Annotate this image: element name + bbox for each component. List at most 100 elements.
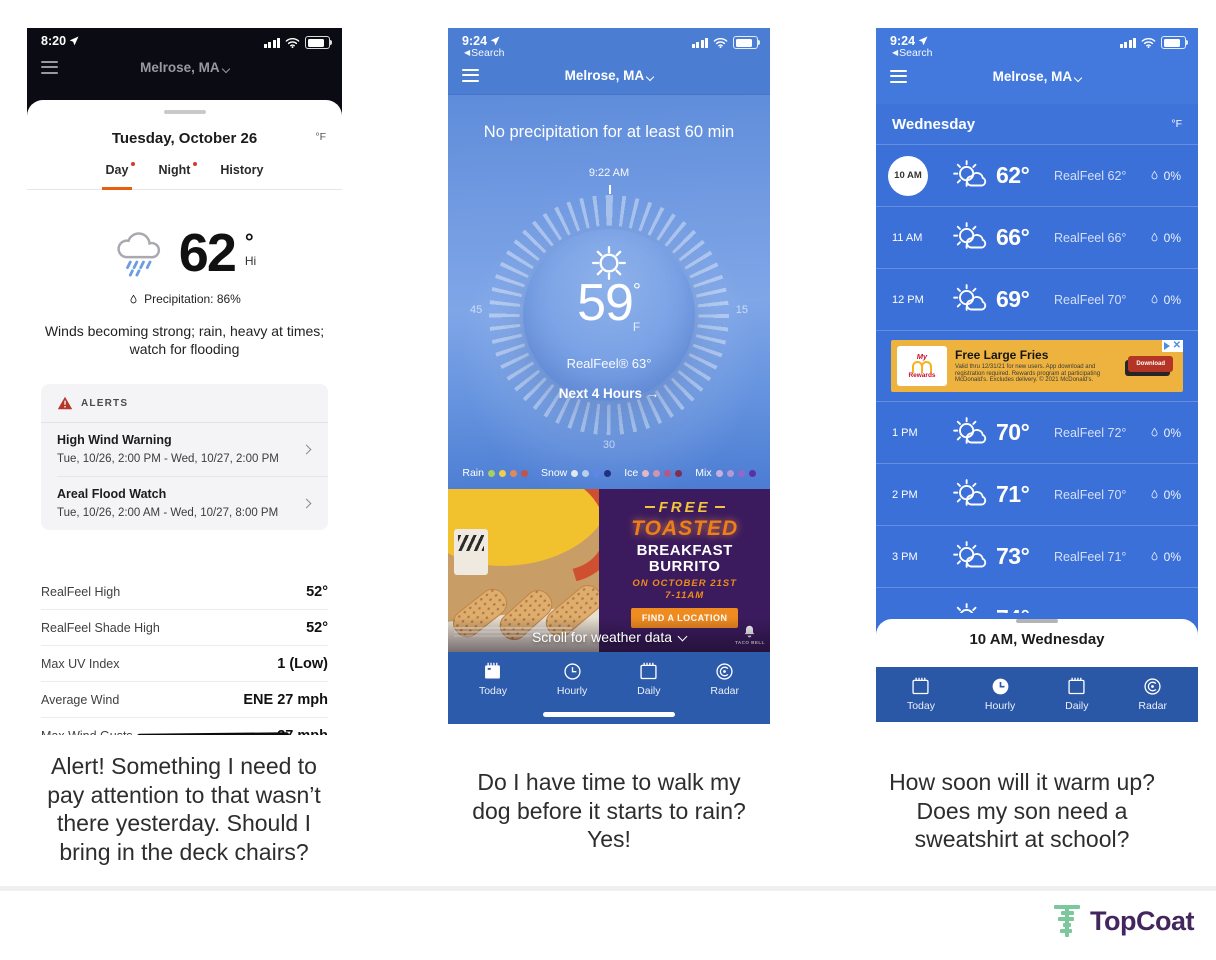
day-label: Wednesday [892,115,976,133]
nav-daily[interactable]: Daily [1065,676,1088,712]
wifi-icon [1141,37,1156,48]
close-ad-icon[interactable]: ✕ [1172,340,1181,351]
nav-radar[interactable]: Radar [710,661,739,697]
current-conditions: 62 ° Hi [27,223,342,283]
topcoat-logo: TopCoat [1054,903,1194,939]
location-selector[interactable]: Melrose, MA [876,69,1198,84]
ad-burrito-text: BURRITO [648,558,721,575]
partly-cloudy-icon [950,219,988,257]
location-arrow-icon [69,36,79,46]
chevron-right-icon [301,444,312,455]
status-time: 9:24 [462,34,504,48]
legend-rain: Rain [462,467,528,479]
alert-item-flood-watch[interactable]: Areal Flood Watch Tue, 10/26, 2:00 AM - … [57,476,328,530]
phone-screenshot-1: 8:20 Melrose, MA Tuesday, October 26 [27,28,342,735]
nav-radar[interactable]: Radar [1138,676,1167,712]
legend-mix: Mix [695,467,756,479]
location-arrow-icon [918,36,928,46]
nav-today[interactable]: Today [907,676,935,712]
nav-hourly[interactable]: Hourly [557,661,587,697]
location-selector[interactable]: Melrose, MA [27,60,342,75]
droplet-icon [1149,170,1160,181]
signal-icon [691,37,708,48]
phone-screenshot-2: 9:24 ◀Search Melrose, MA No pr [448,28,770,724]
alert-item-high-wind[interactable]: High Wind Warning Tue, 10/26, 2:00 PM - … [41,423,328,476]
phone2-status-bar: 9:24 ◀Search [448,28,770,59]
clock-icon [562,661,583,682]
menu-icon[interactable] [462,65,479,85]
calendar-icon [1066,676,1087,697]
signal-icon [263,37,280,48]
status-time: 8:20 [41,34,79,48]
ad-date-text: ON OCTOBER 21ST [632,578,737,589]
chevron-down-icon [646,72,655,81]
high-temperature: 62 [178,223,237,283]
minutecast-banner: No precipitation for at least 60 min [483,123,735,141]
home-indicator[interactable] [543,712,675,717]
tab-day[interactable]: Day [101,162,136,190]
unit-label: F [632,320,641,334]
scroll-for-weather-data[interactable]: Scroll for weather data [448,629,770,645]
droplet-icon [1149,232,1160,243]
mcdonalds-rewards-logo: My Rewards [897,346,947,386]
day-header: Wednesday °F [876,104,1198,144]
realfeel-value: RealFeel® 63° [566,356,652,371]
tab-history[interactable]: History [220,163,264,177]
bottom-nav: Today Hourly Daily Radar [448,652,770,724]
phone3-header: 9:24 ◀Search Melrose, MA [876,28,1198,104]
nav-hourly[interactable]: Hourly [985,676,1015,712]
hour-row-partial: 74° [876,587,1198,613]
battery-icon [1161,36,1188,49]
selected-hour-badge: 10 AM [888,155,928,196]
stat-max-wind-gusts: Max Wind Gusts 37 mph [41,718,328,735]
stat-realfeel-shade-high: RealFeel Shade High 52° [41,610,328,647]
hour-row-1pm[interactable]: 1 PM 70° RealFeel 72° 0% [876,401,1198,463]
hour-row-3pm[interactable]: 3 PM 73° RealFeel 71° 0% [876,525,1198,587]
location-arrow-icon [490,36,500,46]
back-to-search[interactable]: ◀Search [464,47,505,59]
hour-row-12pm[interactable]: 12 PM 69° RealFeel 70° 0% [876,268,1198,330]
stat-realfeel-high: RealFeel High 52° [41,574,328,611]
download-button[interactable]: Download [1128,356,1173,372]
menu-icon[interactable] [41,57,58,77]
degree-symbol: ° [244,229,254,254]
caption-1: Alert! Something I need to pay attention… [47,753,321,865]
nav-today[interactable]: Today [479,661,507,697]
ad-row: My Rewards Free Large Fries Valid thru 1… [876,330,1198,401]
ad-controls: ✕ [1161,340,1183,352]
menu-icon[interactable] [890,66,907,86]
dial-pointer [609,185,611,194]
wifi-icon [285,37,300,48]
droplet-icon [1149,551,1160,562]
alerts-header: ALERTS [41,384,328,424]
unit-label: °F [315,131,326,143]
unit-label: °F [1171,118,1182,130]
adchoices-icon[interactable] [1163,342,1170,350]
next-4-hours-link[interactable]: Next 4 Hours → [558,386,660,401]
ad-time-text: 7-11AM [665,590,705,601]
taco-bell-ad[interactable]: FREE TOASTED BREAKFAST BURRITO ON OCTOBE… [448,489,770,653]
hour-row-2pm[interactable]: 2 PM 71° RealFeel 70° 0% [876,463,1198,525]
find-a-location-button[interactable]: FIND A LOCATION [630,608,739,628]
ad-headline: Free Large Fries [955,347,1049,362]
mcdonalds-ad[interactable]: My Rewards Free Large Fries Valid thru 1… [891,340,1183,392]
ad-toasted-text: TOASTED [631,517,739,540]
partly-cloudy-icon [950,600,988,614]
nav-daily[interactable]: Daily [637,661,660,697]
sheet-handle[interactable] [1016,619,1058,623]
location-selector[interactable]: Melrose, MA [448,68,770,83]
radar-icon [1142,676,1163,697]
partly-cloudy-icon [950,281,988,319]
back-to-search[interactable]: ◀Search [892,47,933,59]
hour-row-10am[interactable]: 10 AM 62° RealFeel 62° 0% [876,144,1198,206]
tab-night[interactable]: Night [158,162,198,177]
status-time: 9:24 [890,34,932,48]
footer-divider [0,886,1216,891]
forecast-tabs: Day Night History [27,162,342,190]
hour-row-11am[interactable]: 11 AM 66° RealFeel 66° 0% [876,206,1198,268]
redaction-mark [136,732,290,735]
stat-max-uv-index: Max UV Index 1 (Low) [41,646,328,683]
signal-icon [1119,37,1136,48]
sheet-handle[interactable] [163,110,206,114]
phone-screenshot-3: 9:24 ◀Search Melrose, MA Wedne [876,28,1198,722]
